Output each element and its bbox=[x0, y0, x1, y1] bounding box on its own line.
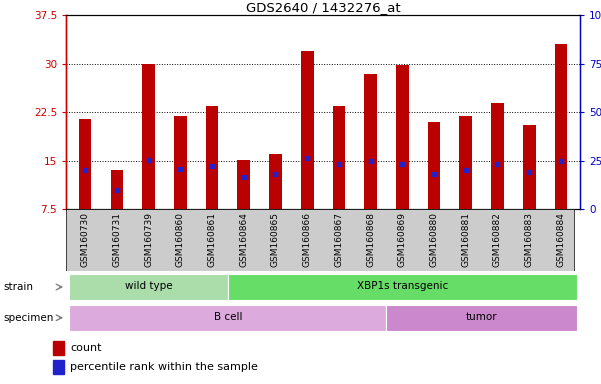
Bar bbox=[491, 103, 504, 209]
Text: GSM160739: GSM160739 bbox=[144, 212, 153, 267]
Text: percentile rank within the sample: percentile rank within the sample bbox=[70, 362, 258, 372]
Bar bbox=[428, 122, 441, 209]
Bar bbox=[269, 154, 282, 209]
Text: GSM160881: GSM160881 bbox=[462, 212, 470, 267]
Bar bbox=[555, 45, 567, 209]
Text: GSM160882: GSM160882 bbox=[493, 212, 502, 267]
Text: GSM160860: GSM160860 bbox=[176, 212, 185, 267]
Text: GSM160868: GSM160868 bbox=[366, 212, 375, 267]
Text: GSM160865: GSM160865 bbox=[271, 212, 280, 267]
Bar bbox=[142, 64, 155, 209]
Bar bbox=[69, 274, 228, 300]
Text: B cell: B cell bbox=[213, 312, 242, 322]
Text: XBP1s transgenic: XBP1s transgenic bbox=[357, 281, 448, 291]
Text: GSM160731: GSM160731 bbox=[112, 212, 121, 267]
Bar bbox=[386, 305, 577, 331]
Bar bbox=[396, 65, 409, 209]
Bar bbox=[174, 116, 187, 209]
Bar bbox=[206, 106, 218, 209]
Bar bbox=[53, 360, 64, 374]
Bar bbox=[523, 125, 535, 209]
Bar bbox=[53, 341, 64, 355]
Bar bbox=[459, 116, 472, 209]
Text: strain: strain bbox=[3, 282, 33, 292]
Text: tumor: tumor bbox=[466, 312, 498, 322]
Bar bbox=[79, 119, 91, 209]
Text: GSM160730: GSM160730 bbox=[81, 212, 90, 267]
Bar bbox=[364, 74, 377, 209]
Text: GSM160869: GSM160869 bbox=[398, 212, 407, 267]
Bar bbox=[228, 274, 577, 300]
Bar bbox=[69, 305, 386, 331]
Text: GSM160864: GSM160864 bbox=[239, 212, 248, 267]
Text: count: count bbox=[70, 343, 102, 353]
Text: wild type: wild type bbox=[125, 281, 172, 291]
Bar bbox=[332, 106, 345, 209]
Text: GSM160866: GSM160866 bbox=[303, 212, 312, 267]
Text: GSM160884: GSM160884 bbox=[557, 212, 566, 267]
Bar bbox=[111, 170, 123, 209]
Text: specimen: specimen bbox=[3, 313, 53, 323]
Text: GSM160883: GSM160883 bbox=[525, 212, 534, 267]
Bar bbox=[237, 159, 250, 209]
Text: GSM160861: GSM160861 bbox=[207, 212, 216, 267]
Title: GDS2640 / 1432276_at: GDS2640 / 1432276_at bbox=[246, 1, 400, 14]
Bar bbox=[301, 51, 314, 209]
Text: GSM160867: GSM160867 bbox=[334, 212, 343, 267]
Text: GSM160880: GSM160880 bbox=[430, 212, 439, 267]
